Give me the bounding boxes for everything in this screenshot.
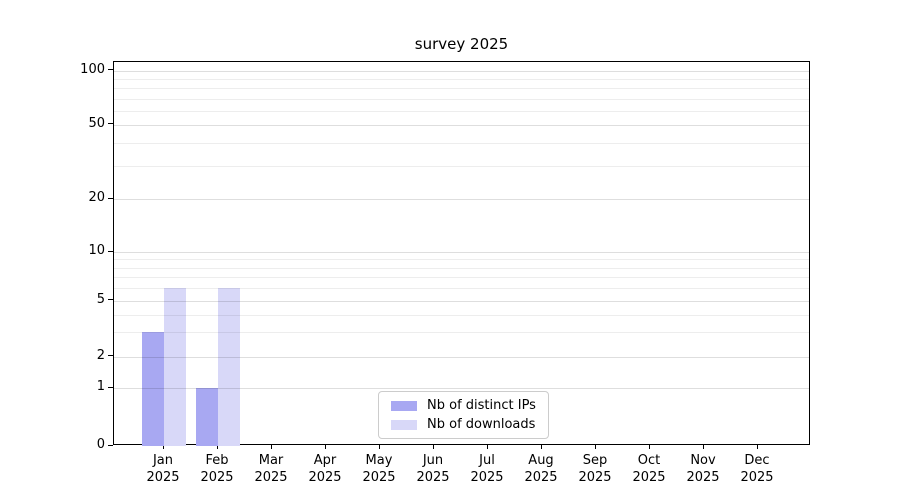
x-tick-mark (432, 445, 434, 449)
x-tick-label: Nov 2025 (686, 453, 720, 485)
y-tick-mark (108, 355, 113, 357)
legend-swatch-downloads (391, 419, 417, 430)
y-tick-label: 50 (88, 115, 105, 131)
x-tick-mark (216, 445, 218, 449)
x-tick-label: Mar 2025 (254, 453, 288, 485)
y-tick-label: 1 (96, 379, 105, 395)
x-tick-mark (324, 445, 326, 449)
chart-title: survey 2025 (414, 35, 509, 53)
y-minor-gridline (114, 288, 809, 290)
y-minor-gridline (114, 110, 809, 112)
y-tick-label: 10 (88, 243, 105, 259)
x-tick-label: May 2025 (362, 453, 396, 485)
x-tick-mark (756, 445, 758, 449)
y-tick-mark (108, 250, 113, 252)
legend-swatch-distinct-ips (391, 400, 417, 411)
legend-label: Nb of downloads (427, 417, 536, 432)
x-tick-label: Jun 2025 (416, 453, 450, 485)
x-tick-mark (594, 445, 596, 449)
y-minor-gridline (114, 267, 809, 269)
y-major-gridline (114, 70, 809, 72)
bar-distinct-ips-jan (142, 332, 164, 446)
y-minor-gridline (114, 143, 809, 145)
x-tick-mark (162, 445, 164, 449)
y-tick-mark (108, 386, 113, 388)
x-tick-label: Dec 2025 (740, 453, 774, 485)
plot-area (113, 61, 810, 446)
y-tick-label: 0 (96, 437, 105, 452)
y-minor-gridline (114, 98, 809, 100)
x-tick-label: Aug 2025 (524, 453, 558, 485)
x-tick-mark (540, 445, 542, 449)
y-major-gridline (114, 388, 809, 390)
legend-item: Nb of distinct IPs (391, 397, 536, 414)
x-tick-label: Jan 2025 (146, 453, 180, 485)
bar-distinct-ips-feb (196, 388, 218, 446)
y-minor-gridline (114, 314, 809, 316)
y-minor-gridline (114, 88, 809, 90)
x-tick-mark (378, 445, 380, 449)
y-minor-gridline (114, 166, 809, 168)
x-tick-mark (702, 445, 704, 449)
y-tick-label: 100 (80, 61, 105, 77)
y-major-gridline (114, 300, 809, 302)
y-tick-mark (108, 123, 113, 125)
y-tick-mark (108, 444, 113, 446)
legend-label: Nb of distinct IPs (427, 398, 536, 413)
y-major-gridline (114, 356, 809, 358)
x-tick-label: Oct 2025 (632, 453, 666, 485)
x-tick-mark (270, 445, 272, 449)
y-minor-gridline (114, 332, 809, 334)
legend: Nb of distinct IPs Nb of downloads (378, 391, 549, 439)
y-major-gridline (114, 252, 809, 254)
y-tick-label: 20 (88, 190, 105, 206)
y-tick-label: 2 (96, 347, 105, 363)
x-tick-mark (486, 445, 488, 449)
y-tick-label: 5 (96, 291, 105, 307)
y-tick-mark (108, 69, 113, 71)
y-major-gridline (114, 199, 809, 201)
legend-item: Nb of downloads (391, 416, 536, 433)
bar-downloads-feb (218, 288, 240, 446)
y-major-gridline (114, 124, 809, 126)
bar-downloads-jan (164, 288, 186, 446)
x-tick-label: Apr 2025 (308, 453, 342, 485)
x-tick-label: Sep 2025 (578, 453, 612, 485)
y-minor-gridline (114, 79, 809, 81)
x-tick-label: Feb 2025 (200, 453, 234, 485)
y-tick-mark (108, 197, 113, 199)
y-minor-gridline (114, 277, 809, 279)
y-minor-gridline (114, 259, 809, 261)
y-tick-mark (108, 299, 113, 301)
x-tick-mark (648, 445, 650, 449)
x-tick-label: Jul 2025 (470, 453, 504, 485)
